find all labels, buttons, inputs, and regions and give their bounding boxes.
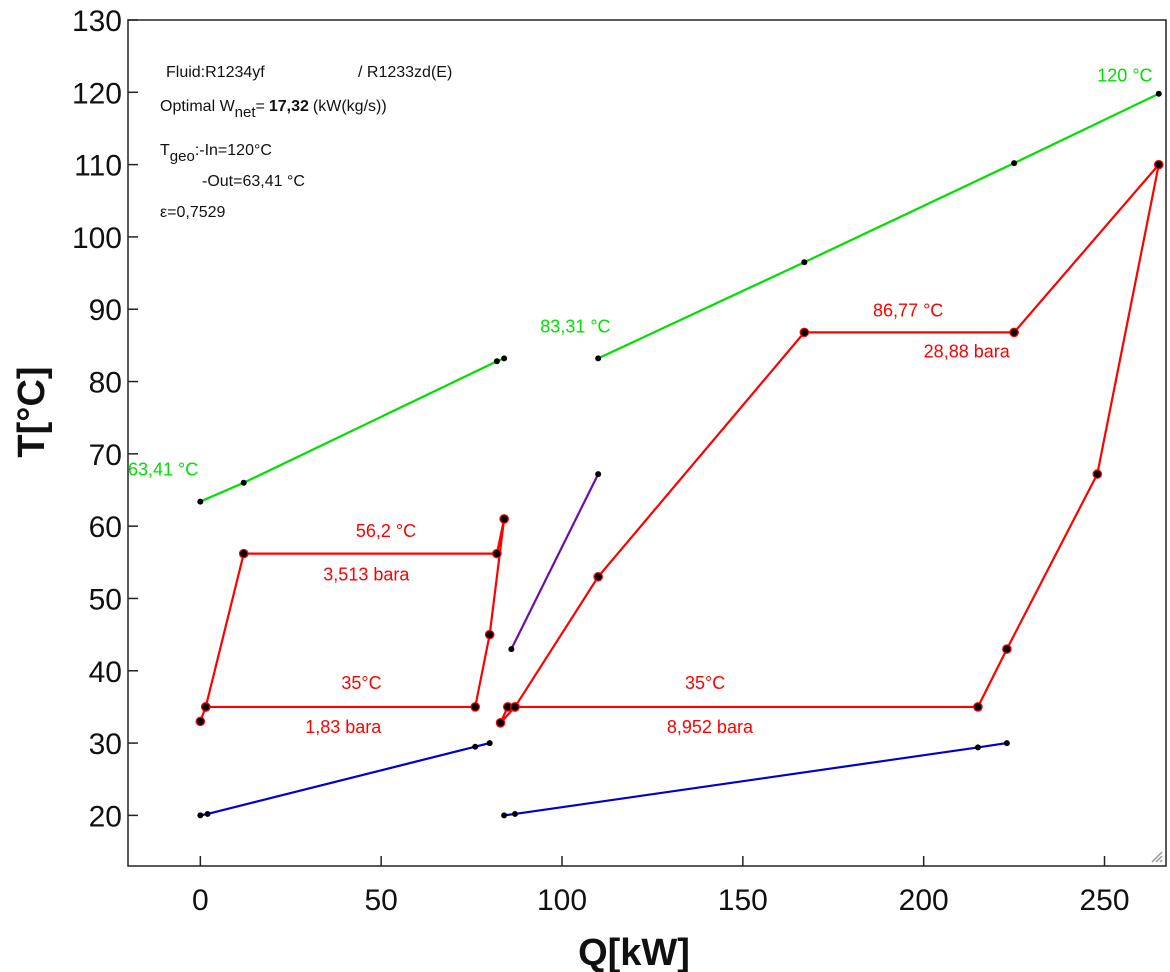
- cycle-point: [1002, 644, 1012, 654]
- cooling-point: [974, 744, 981, 751]
- fluid-2: / R1233zd(E): [358, 64, 452, 81]
- svg-text:Optimal Wnet=17,32(kW(kg/s)): Optimal Wnet= 17,32 (kW(kg/s)): [160, 98, 387, 121]
- y-tick-label: 70: [89, 439, 122, 472]
- resize-grip: [1151, 851, 1163, 863]
- cycle-point: [195, 716, 206, 727]
- annotation-label: 83,31 °C: [540, 316, 610, 336]
- annotation-label: 120 °C: [1097, 65, 1152, 85]
- cycle-point: [1092, 469, 1103, 479]
- y-tick-label: 40: [89, 656, 122, 689]
- cycle-point: [973, 702, 983, 712]
- cooling-point: [511, 810, 518, 817]
- cooling-line-6: [503, 741, 1008, 817]
- annotation-label: 35°C: [341, 673, 381, 693]
- cycle-point: [499, 514, 509, 524]
- cooling-point: [486, 740, 493, 747]
- cycle-point: [484, 629, 495, 640]
- x-tick-label: 0: [192, 884, 209, 917]
- fluid-1: R1234yf: [205, 64, 265, 81]
- fluid-label: Fluid:: [166, 64, 205, 81]
- x-tick-label: 50: [364, 884, 397, 917]
- geo-line-0: [199, 357, 505, 503]
- wnet-eq: =: [256, 98, 265, 115]
- annotation-label: 35°C: [685, 673, 725, 693]
- annotation-label: 56,2 °C: [356, 521, 416, 541]
- y-axis-title: T[°C]: [11, 366, 53, 457]
- cooling-point: [472, 743, 479, 750]
- cycle-point: [510, 702, 520, 712]
- svg-text:Tgeo:-In=120°C: Tgeo:-In=120°C: [160, 142, 272, 165]
- x-tick-label: 100: [537, 884, 587, 917]
- annotation-label: 3,513 bara: [323, 564, 410, 584]
- y-tick-label: 80: [89, 367, 122, 400]
- cooling-point: [1003, 740, 1010, 747]
- geo-point: [1155, 90, 1162, 97]
- y-tick-label: 60: [89, 511, 122, 544]
- x-tick-label: 250: [1079, 884, 1129, 917]
- y-tick-label: 90: [89, 294, 122, 327]
- cycle-point: [1009, 327, 1019, 338]
- annotation-label: 28,88 bara: [924, 342, 1011, 362]
- tgeo-T: T: [160, 142, 170, 159]
- plot-frame: [127, 19, 1167, 867]
- y-tick-label: 130: [72, 5, 122, 38]
- y-tick-label: 20: [89, 800, 122, 833]
- cycle-point: [1153, 159, 1164, 170]
- marker-layer: [195, 90, 1164, 819]
- geo-point: [197, 498, 204, 505]
- tgeo-out: -Out=63,41 °C: [202, 173, 305, 190]
- annotation-layer: 120 °C 83,31 °C 63,41 °C 86,77 °C 28,88 bara…: [128, 65, 1153, 736]
- cooling-point: [501, 812, 508, 819]
- cycle-point: [200, 702, 211, 712]
- wnet-unit: (kW(kg/s)): [313, 98, 387, 115]
- y-tick-label: 120: [72, 77, 122, 110]
- geo-point: [801, 259, 808, 266]
- info-box: Fluid:R1234yf / R1233zd(E) Optimal Wnet=…: [160, 64, 452, 221]
- link-point: [508, 646, 515, 653]
- wnet-prefix: Optimal W: [160, 98, 236, 115]
- link-line-4: [510, 473, 600, 650]
- geo-point: [501, 355, 508, 362]
- x-axis: 0 50 100 150 200 250: [192, 856, 1130, 917]
- annotation-label: 8,952 bara: [667, 717, 754, 737]
- annotation-label: 1,83 bara: [305, 717, 382, 737]
- geo-point: [493, 358, 500, 365]
- cycle-point: [492, 548, 502, 559]
- y-axis: 20 30 40 50 60 70 80 90 100 110 120 130: [72, 5, 138, 833]
- wnet-value: 17,32: [269, 98, 309, 115]
- cycle-point: [238, 548, 249, 559]
- cycle-point: [593, 571, 603, 582]
- geo-point: [595, 355, 602, 362]
- y-tick-label: 30: [89, 728, 122, 761]
- cooling-point: [197, 812, 204, 819]
- x-tick-label: 200: [899, 884, 949, 917]
- epsilon: ε=0,7529: [160, 204, 226, 221]
- y-tick-label: 100: [72, 222, 122, 255]
- y-tick-label: 50: [89, 583, 122, 616]
- svg-text:Fluid:R1234yf: Fluid:R1234yf: [166, 64, 265, 81]
- x-axis-title: Q[kW]: [578, 932, 690, 972]
- wnet-sub: net: [235, 104, 257, 121]
- link-point: [595, 471, 602, 478]
- cooling-point: [204, 810, 211, 817]
- cycle-point: [470, 702, 481, 712]
- tgeo-in: :-In=120°C: [195, 142, 272, 159]
- annotation-label: 86,77 °C: [873, 300, 943, 320]
- geo-point: [240, 479, 247, 486]
- x-tick-label: 150: [718, 884, 768, 917]
- cycle-point: [799, 327, 810, 338]
- y-tick-label: 110: [74, 150, 122, 183]
- geo-point: [1011, 160, 1018, 167]
- cooling-line-5: [200, 742, 490, 817]
- geo-line-1: [597, 92, 1160, 360]
- annotation-label: 63,41 °C: [128, 460, 198, 480]
- cycle-point: [495, 718, 506, 728]
- tgeo-sub: geo: [170, 148, 195, 165]
